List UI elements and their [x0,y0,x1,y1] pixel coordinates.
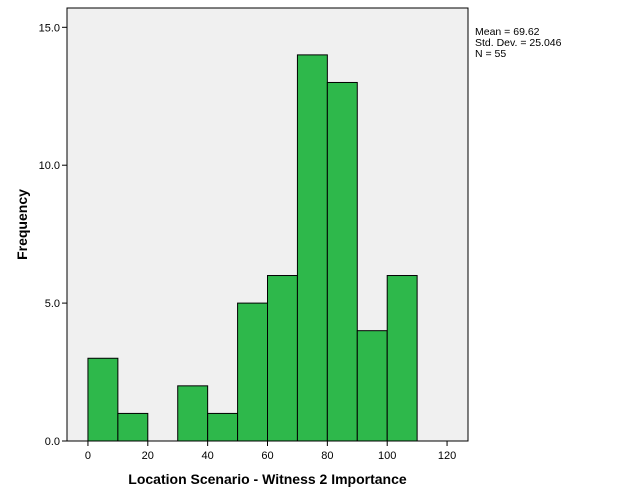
x-axis-title: Location Scenario - Witness 2 Importance [128,471,407,487]
histogram-bar [326,81,358,442]
x-tick-label: 120 [438,450,456,462]
y-tick-label: 5.0 [45,298,60,310]
stats-mean: Mean = 69.62 [475,26,540,38]
x-tick-label: 40 [202,450,214,462]
histogram-bar [207,412,239,442]
y-tick-label: 15.0 [39,22,60,34]
bars-group [87,54,418,442]
x-tick-label: 0 [85,450,91,462]
histogram-bar [267,275,298,442]
x-tick-label: 80 [321,450,333,462]
y-axis-title: Frequency [14,189,30,260]
y-axis: 0.0 5.0 10.0 15.0 [39,22,67,448]
x-tick-label: 20 [142,450,154,462]
histogram-bar [177,385,209,442]
y-tick-label: 10.0 [39,160,60,172]
histogram-bar [87,357,119,442]
y-tick-label: 0.0 [45,436,60,448]
histogram-bar [117,412,149,442]
stats-box: Mean = 69.62 Std. Dev. = 25.046 N = 55 [475,27,562,60]
x-tick-label: 60 [261,450,273,462]
stats-std-dev: Std. Dev. = 25.046 [475,37,562,49]
histogram-bar [296,54,328,442]
histogram-bar [237,302,269,442]
histogram-bar [386,275,418,442]
x-tick-label: 100 [378,450,396,462]
x-axis: 0 20 40 60 80 100 120 [85,441,456,462]
stats-n: N = 55 [475,48,507,60]
histogram-bar [356,330,388,442]
